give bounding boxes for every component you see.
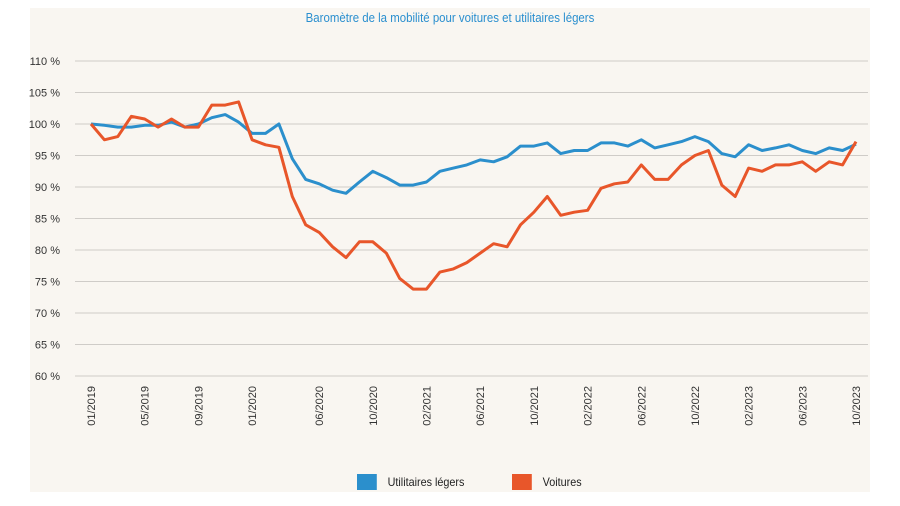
- y-tick-label: 105 %: [29, 88, 60, 100]
- chart-title: Baromètre de la mobilité pour voitures e…: [305, 10, 595, 25]
- legend-swatch-utilitaires: [357, 474, 377, 490]
- x-tick-label: 09/2019: [193, 386, 205, 426]
- x-tick-label: 06/2020: [314, 386, 326, 426]
- x-tick-label: 10/2022: [690, 386, 702, 426]
- legend-label-voitures: Voitures: [542, 475, 582, 489]
- x-tick-label: 10/2023: [851, 386, 863, 426]
- y-tick-label: 110 %: [30, 56, 61, 68]
- x-tick-label: 06/2023: [797, 386, 809, 426]
- x-tick-label: 02/2021: [422, 386, 434, 426]
- x-tick-label: 05/2019: [140, 386, 152, 426]
- x-tick-label: 06/2021: [475, 386, 487, 426]
- y-tick-label: 80 %: [35, 245, 60, 257]
- y-tick-label: 75 %: [35, 277, 60, 289]
- x-tick-label: 02/2022: [583, 386, 595, 426]
- series-line-voitures: [89, 100, 858, 291]
- legend-item-utilitaires: Utilitaires légers: [357, 474, 464, 490]
- x-tick-label: 02/2023: [744, 386, 756, 426]
- y-tick-label: 60 %: [35, 371, 60, 383]
- x-tick-label: 10/2021: [529, 386, 541, 426]
- y-tick-label: 100 %: [29, 119, 60, 131]
- y-tick-label: 70 %: [35, 308, 60, 320]
- x-tick-label: 10/2020: [368, 386, 380, 426]
- y-tick-label: 85 %: [35, 214, 60, 226]
- x-tick-label: 06/2022: [636, 386, 648, 426]
- y-tick-label: 90 %: [35, 182, 60, 194]
- legend-item-voitures: Voitures: [512, 474, 582, 490]
- legend-swatch-voitures: [512, 474, 532, 490]
- x-tick-label: 01/2019: [86, 386, 98, 426]
- y-tick-label: 95 %: [35, 151, 60, 163]
- legend-label-utilitaires: Utilitaires légers: [387, 475, 465, 489]
- series-line-utilitaires-l-gers: [90, 113, 857, 195]
- y-tick-label: 65 %: [35, 340, 60, 352]
- x-tick-label: 01/2020: [247, 386, 259, 426]
